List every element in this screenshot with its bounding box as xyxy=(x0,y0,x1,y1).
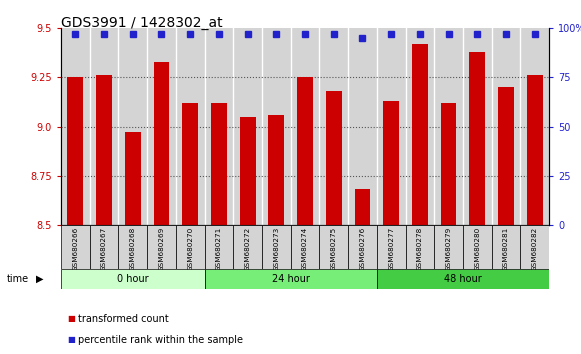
Text: 48 hour: 48 hour xyxy=(444,274,482,284)
Bar xyxy=(377,225,406,269)
Bar xyxy=(463,225,492,269)
Bar xyxy=(440,103,457,225)
Bar xyxy=(67,78,83,225)
Text: GSM680282: GSM680282 xyxy=(532,227,537,271)
Text: GSM680270: GSM680270 xyxy=(187,227,193,271)
Text: GSM680268: GSM680268 xyxy=(130,227,136,271)
Bar xyxy=(233,225,262,269)
Text: ▶: ▶ xyxy=(36,274,44,284)
Text: GSM680269: GSM680269 xyxy=(159,227,164,271)
Text: 0 hour: 0 hour xyxy=(117,274,149,284)
Bar xyxy=(96,75,112,225)
Bar xyxy=(205,225,233,269)
Bar xyxy=(498,87,514,225)
Bar xyxy=(240,117,256,225)
Bar xyxy=(412,44,428,225)
Text: GSM680279: GSM680279 xyxy=(446,227,451,271)
Text: time: time xyxy=(7,274,29,284)
Text: percentile rank within the sample: percentile rank within the sample xyxy=(78,335,243,345)
Text: GSM680278: GSM680278 xyxy=(417,227,423,271)
Text: GSM680276: GSM680276 xyxy=(360,227,365,271)
Bar xyxy=(297,78,313,225)
Bar xyxy=(125,132,141,225)
Bar xyxy=(176,225,205,269)
Bar xyxy=(153,62,170,225)
Text: GSM680281: GSM680281 xyxy=(503,227,509,271)
Bar xyxy=(119,225,147,269)
Text: GSM680267: GSM680267 xyxy=(101,227,107,271)
Text: GSM680273: GSM680273 xyxy=(273,227,279,271)
Bar xyxy=(469,52,485,225)
Text: GDS3991 / 1428302_at: GDS3991 / 1428302_at xyxy=(61,16,223,30)
Text: ■: ■ xyxy=(67,314,75,323)
Bar xyxy=(211,103,227,225)
Text: ■: ■ xyxy=(67,335,75,344)
Bar xyxy=(354,189,370,225)
Bar xyxy=(377,269,549,289)
Bar xyxy=(348,225,377,269)
Bar xyxy=(326,91,342,225)
Bar xyxy=(147,225,176,269)
Text: GSM680274: GSM680274 xyxy=(302,227,308,271)
Bar xyxy=(182,103,198,225)
Text: GSM680277: GSM680277 xyxy=(388,227,394,271)
Bar xyxy=(262,225,290,269)
Bar xyxy=(290,225,320,269)
Bar xyxy=(521,225,549,269)
Text: 24 hour: 24 hour xyxy=(272,274,310,284)
Bar xyxy=(205,269,377,289)
Text: GSM680275: GSM680275 xyxy=(331,227,337,271)
Text: GSM680280: GSM680280 xyxy=(474,227,480,271)
Text: GSM680272: GSM680272 xyxy=(245,227,250,271)
Bar xyxy=(61,269,205,289)
Bar xyxy=(434,225,463,269)
Bar xyxy=(89,225,119,269)
Bar xyxy=(406,225,434,269)
Bar xyxy=(492,225,521,269)
Bar xyxy=(268,115,284,225)
Bar xyxy=(527,75,543,225)
Bar xyxy=(61,225,89,269)
Text: GSM680266: GSM680266 xyxy=(73,227,78,271)
Bar xyxy=(320,225,348,269)
Text: transformed count: transformed count xyxy=(78,314,169,324)
Text: GSM680271: GSM680271 xyxy=(216,227,222,271)
Bar xyxy=(383,101,399,225)
